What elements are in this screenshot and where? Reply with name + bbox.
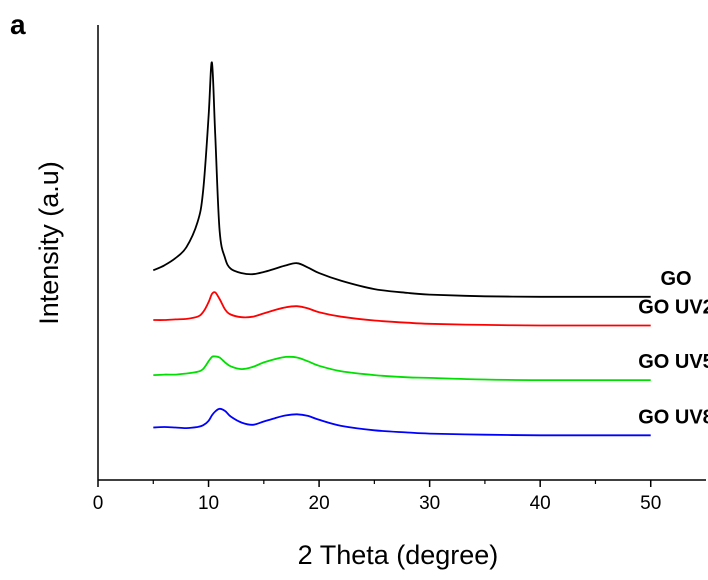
x-tick-label: 20: [309, 493, 330, 514]
series-label-go-uv2: GO UV2: [638, 297, 708, 319]
panel-letter: a: [10, 9, 26, 40]
series-label-go-uv8: GO UV8: [638, 406, 708, 428]
series-line-go: [152, 61, 651, 298]
series-line-go-uv5: [153, 355, 651, 382]
plot-frame: [97, 25, 706, 481]
series-line-go-uv8: [153, 407, 651, 437]
x-axis-ticks: 0 10 20 30 40 50: [93, 480, 661, 514]
x-tick-label: 30: [419, 493, 440, 514]
series-label-go-uv5: GO UV5: [638, 351, 708, 373]
x-tick-label: 0: [93, 493, 104, 514]
x-tick-label: 40: [530, 493, 551, 514]
series-labels: GO GO UV2 GO UV5 GO UV8: [638, 268, 708, 429]
x-axis-title: 2 Theta (degree): [298, 540, 499, 570]
series-label-go: GO: [660, 268, 691, 290]
y-axis-title: Intensity (a.u): [34, 161, 64, 325]
x-tick-label: 50: [640, 493, 661, 514]
x-tick-label: 10: [198, 493, 219, 514]
series-curves: [152, 61, 651, 437]
series-line-go-uv2: [153, 291, 651, 327]
